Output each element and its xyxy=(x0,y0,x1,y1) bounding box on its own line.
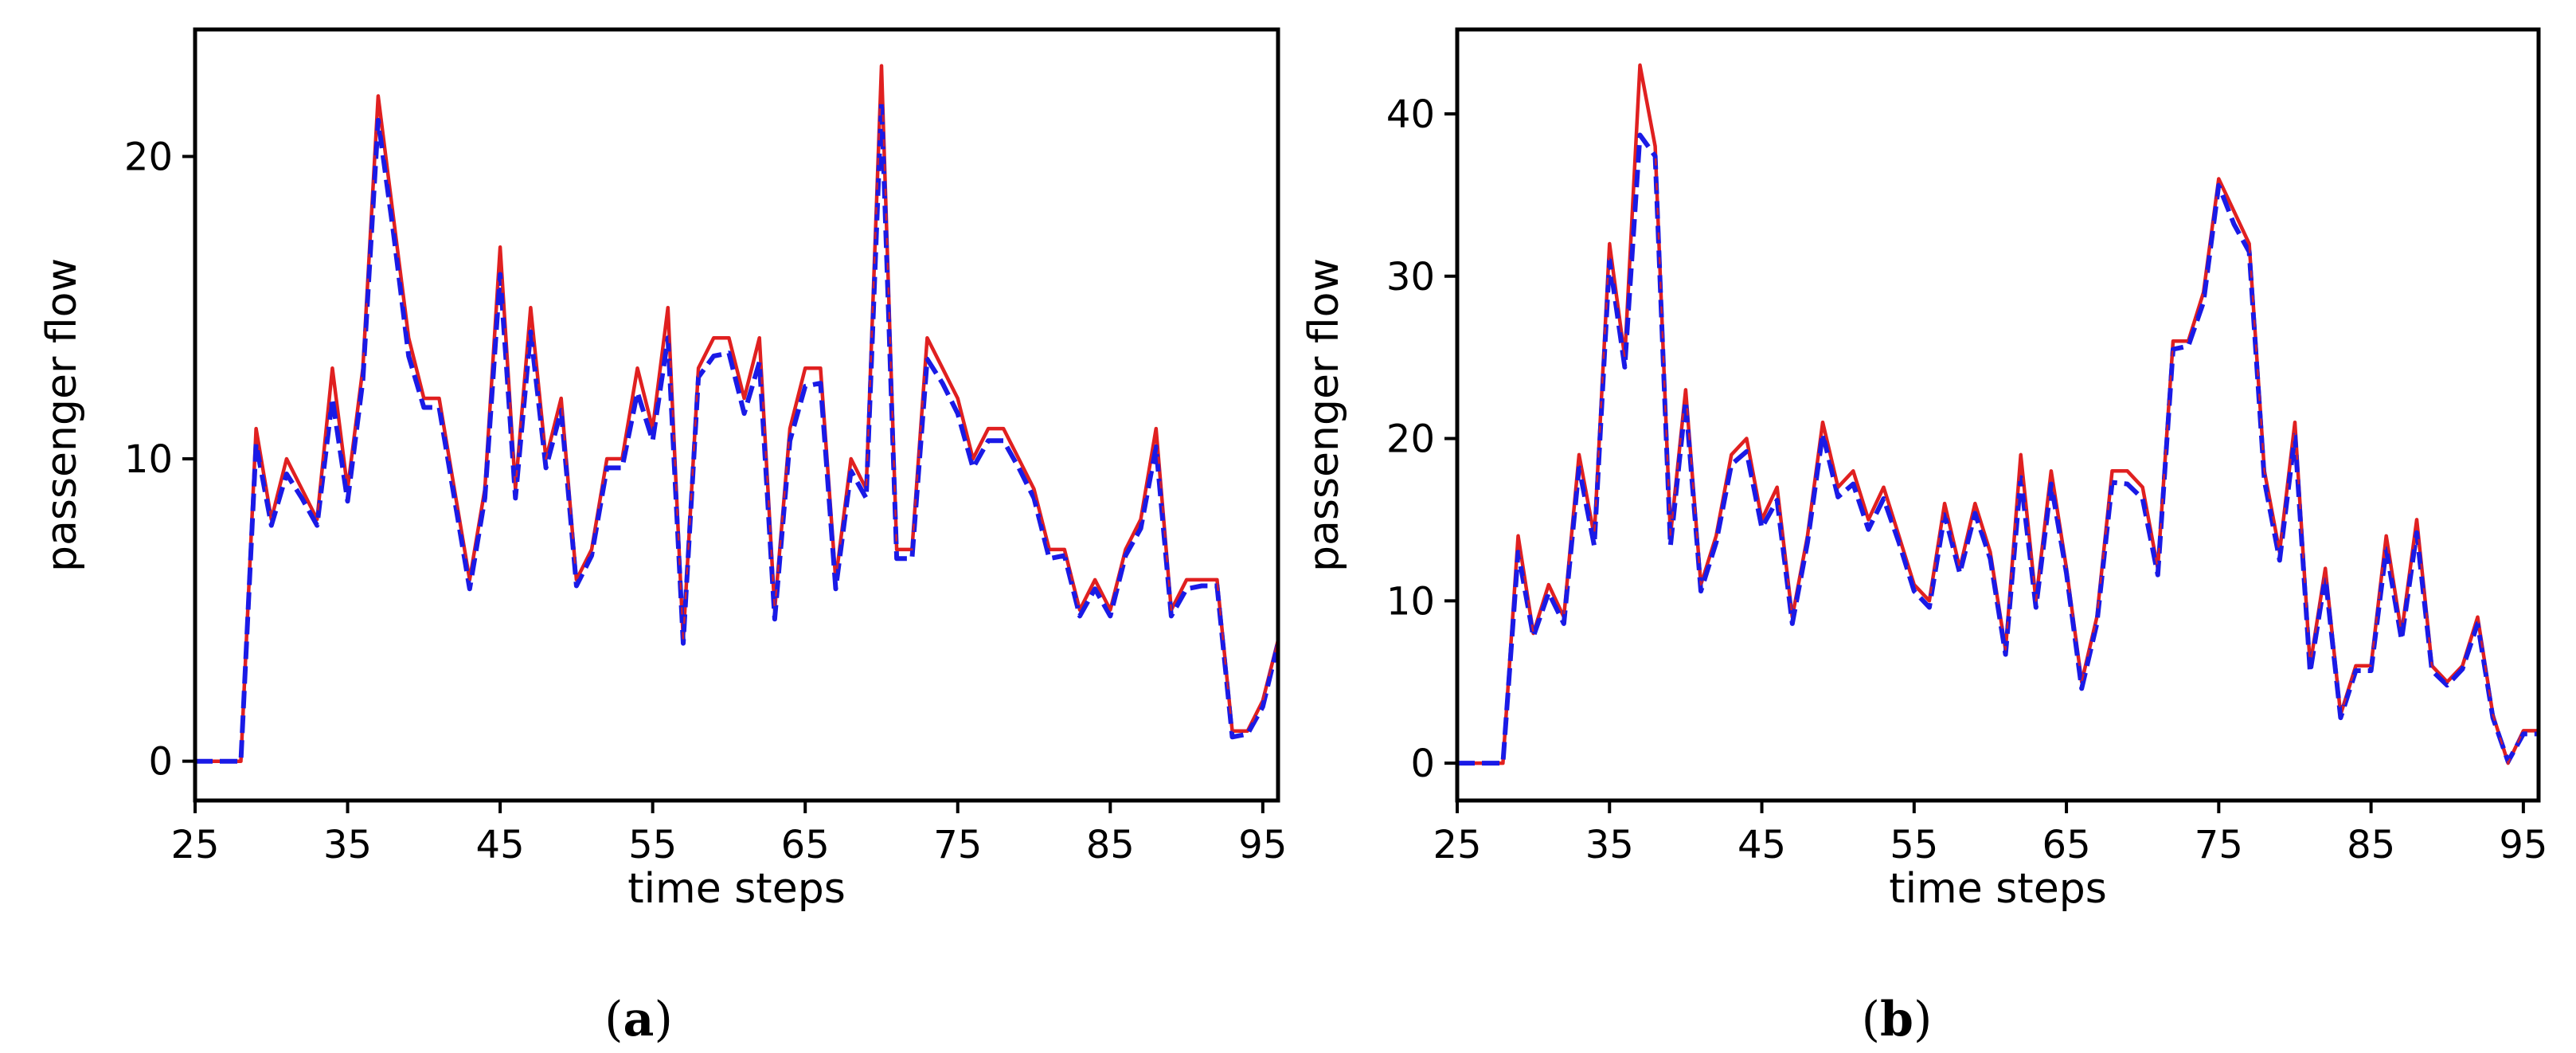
panel-label-open: ( xyxy=(604,992,623,1047)
y-axis-label: passenger flow xyxy=(38,258,86,572)
panel-label-close: ) xyxy=(654,992,672,1047)
series-line-actual-overlay xyxy=(195,65,1280,762)
axes-frame xyxy=(1455,27,2541,803)
x-tick-label: 75 xyxy=(2195,823,2243,867)
y-axis-label: passenger flow xyxy=(1300,258,1348,572)
x-tick-label: 95 xyxy=(2499,823,2547,867)
panel-label-letter: a xyxy=(623,992,655,1047)
y-tick-label: 20 xyxy=(124,135,173,179)
x-tick-label: 55 xyxy=(628,823,677,867)
x-tick-label: 25 xyxy=(170,823,219,867)
series-line-predicted xyxy=(195,100,1280,764)
y-tick-label: 20 xyxy=(1386,417,1435,462)
x-tick-label: 85 xyxy=(2347,823,2395,867)
y-tick-label: 0 xyxy=(148,740,173,785)
y-tick-label: 10 xyxy=(124,437,173,482)
x-axis-label: time steps xyxy=(1889,865,2107,913)
y-tick-label: 10 xyxy=(1386,579,1435,624)
series-line-actual-overlay xyxy=(1457,64,2539,765)
y-tick-label: 0 xyxy=(1410,742,1435,786)
x-axis-label: time steps xyxy=(627,865,846,913)
series-line-predicted xyxy=(1457,132,2539,766)
panel-label-open: ( xyxy=(1862,992,1880,1047)
y-tick-label: 40 xyxy=(1386,92,1435,137)
series-line-actual xyxy=(1457,63,2539,765)
axes-frame xyxy=(193,27,1280,803)
x-tick-label: 45 xyxy=(476,823,525,867)
x-tick-label: 25 xyxy=(1433,823,1481,867)
panel-label-letter: b xyxy=(1880,992,1913,1047)
chart-panel-a: 25 35 45 55 65 75 85 95 0 10 20 time steps passenger… xyxy=(38,27,1287,1047)
panel-label: (a) xyxy=(604,992,673,1047)
x-tick-label: 95 xyxy=(1238,823,1287,867)
x-tick-label: 85 xyxy=(1086,823,1135,867)
chart-panel-b: 25 35 45 55 65 75 85 95 0 10 20 30 40 time steps passe… xyxy=(1300,27,2547,1047)
x-tick-label: 55 xyxy=(1890,823,1938,867)
y-tick-label: 30 xyxy=(1386,255,1435,299)
panel-label-close: ) xyxy=(1913,992,1932,1047)
x-tick-label: 35 xyxy=(1585,823,1634,867)
x-tick-label: 45 xyxy=(1738,823,1786,867)
panel-label: (b) xyxy=(1862,992,1933,1047)
x-tick-label: 65 xyxy=(2042,823,2091,867)
x-tick-label: 75 xyxy=(933,823,982,867)
x-tick-label: 35 xyxy=(323,823,372,867)
x-tick-label: 65 xyxy=(781,823,830,867)
